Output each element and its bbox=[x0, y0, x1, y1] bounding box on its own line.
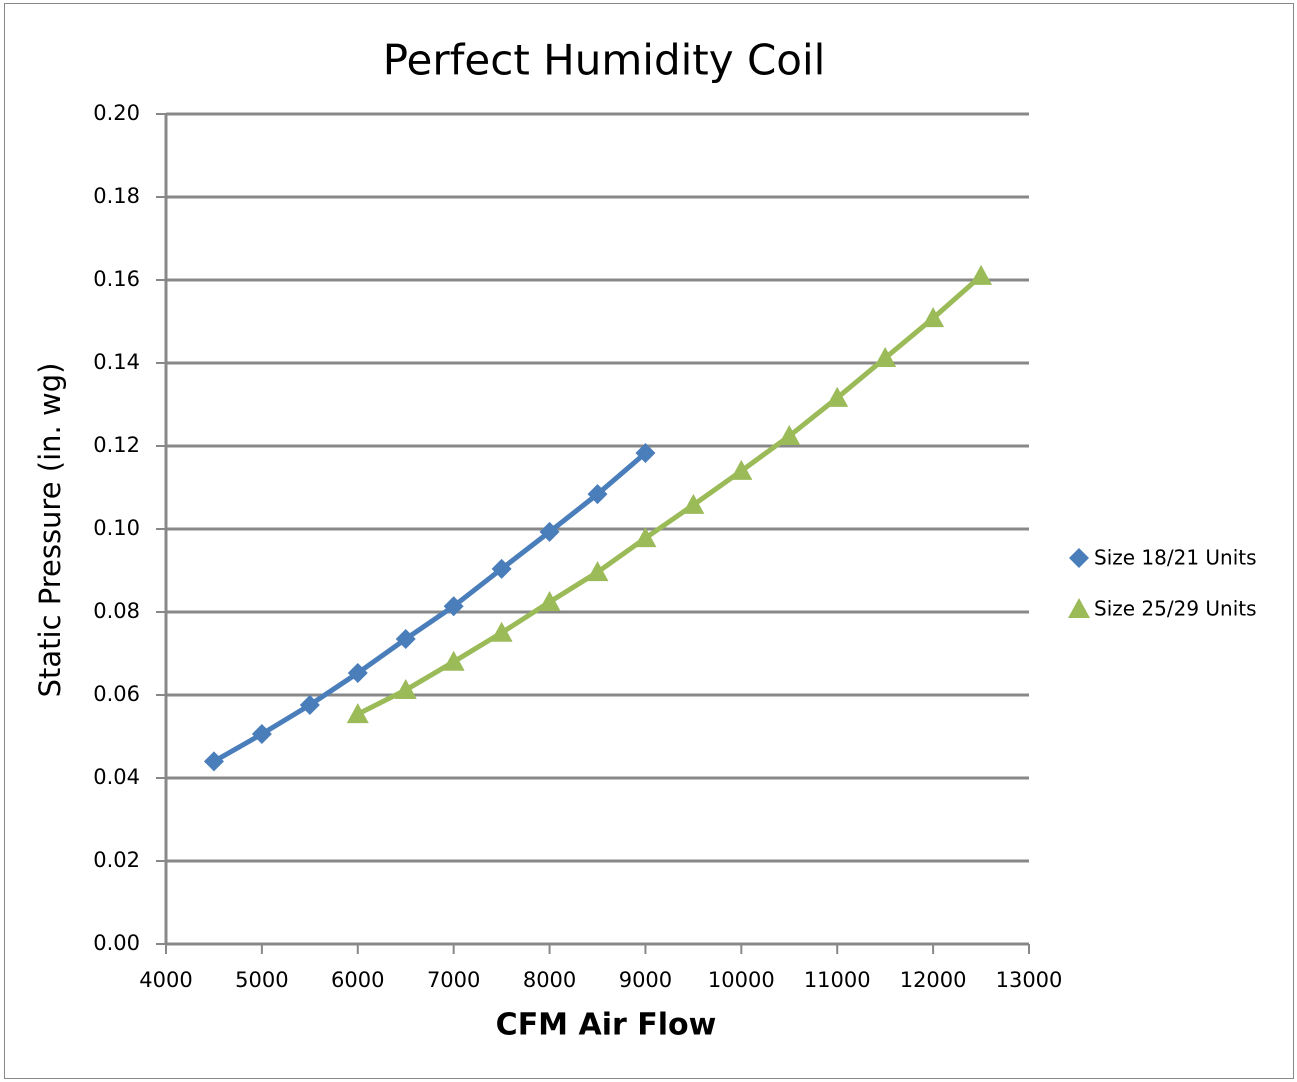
data-point bbox=[490, 621, 513, 642]
data-point bbox=[587, 484, 608, 505]
data-point bbox=[730, 459, 753, 480]
data-point bbox=[203, 751, 224, 772]
data-point bbox=[443, 596, 464, 617]
data-point bbox=[826, 386, 849, 407]
x-tick-label: 8000 bbox=[523, 968, 576, 992]
x-tick-label: 9000 bbox=[619, 968, 672, 992]
y-tick-label: 0.00 bbox=[93, 931, 140, 955]
data-point bbox=[682, 493, 705, 514]
data-point bbox=[970, 264, 993, 285]
x-tick-label: 10000 bbox=[708, 968, 775, 992]
data-point bbox=[299, 694, 320, 715]
legend-marker bbox=[1069, 548, 1089, 568]
y-tick-label: 0.08 bbox=[93, 599, 140, 623]
y-tick-label: 0.20 bbox=[93, 101, 140, 125]
chart-title: Perfect Humidity Coil bbox=[383, 36, 826, 85]
x-tick-label: 5000 bbox=[235, 968, 288, 992]
x-tick-label: 13000 bbox=[996, 968, 1063, 992]
y-tick-label: 0.14 bbox=[93, 350, 140, 374]
data-point bbox=[635, 443, 656, 464]
legend-marker bbox=[1068, 598, 1090, 618]
y-axis-label: Static Pressure (in. wg) bbox=[33, 363, 67, 698]
legend-label: Size 18/21 Units bbox=[1094, 546, 1257, 570]
data-point bbox=[394, 679, 417, 700]
legend-label: Size 25/29 Units bbox=[1094, 597, 1257, 621]
series-line bbox=[212, 451, 648, 764]
data-point bbox=[922, 307, 945, 328]
data-point bbox=[538, 591, 561, 612]
x-tick-label: 4000 bbox=[139, 968, 192, 992]
data-point bbox=[539, 521, 560, 542]
x-tick-label: 7000 bbox=[427, 968, 480, 992]
data-point bbox=[346, 703, 369, 724]
y-tick-label: 0.02 bbox=[93, 848, 140, 872]
data-point bbox=[778, 425, 801, 446]
x-tick-label: 11000 bbox=[804, 968, 871, 992]
y-tick-label: 0.16 bbox=[93, 267, 140, 291]
x-tick-label: 6000 bbox=[331, 968, 384, 992]
x-axis-label: CFM Air Flow bbox=[496, 1008, 717, 1043]
data-point bbox=[251, 724, 272, 745]
y-tick-label: 0.06 bbox=[93, 682, 140, 706]
y-tick-label: 0.12 bbox=[93, 433, 140, 457]
y-tick-label: 0.18 bbox=[93, 184, 140, 208]
data-point bbox=[347, 663, 368, 684]
x-tick-label: 12000 bbox=[900, 968, 967, 992]
data-point bbox=[442, 650, 465, 671]
y-tick-label: 0.10 bbox=[93, 516, 140, 540]
data-point bbox=[634, 527, 657, 548]
data-point bbox=[586, 561, 609, 582]
data-point bbox=[395, 628, 416, 649]
data-point bbox=[874, 347, 897, 368]
data-point bbox=[491, 558, 512, 579]
y-tick-label: 0.04 bbox=[93, 765, 140, 789]
